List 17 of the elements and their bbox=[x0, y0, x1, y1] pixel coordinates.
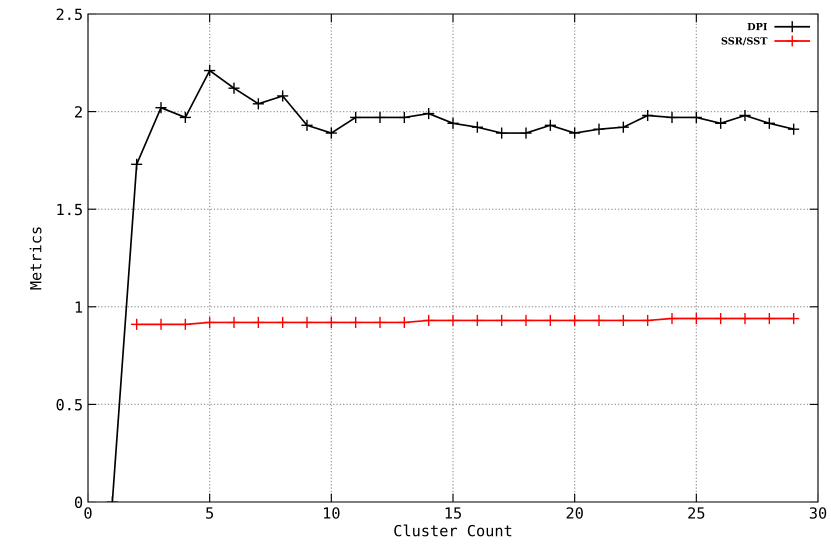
x-axis-title: Cluster Count bbox=[394, 524, 512, 536]
legend-label: SSR/SST bbox=[722, 37, 768, 46]
y-tick-label: 0.5 bbox=[56, 398, 82, 410]
y-tick-label: 1 bbox=[76, 302, 82, 313]
y-tick-label: 2.5 bbox=[56, 8, 82, 20]
y-tick-label: 1.5 bbox=[57, 204, 82, 216]
y-axis-title: Metrics bbox=[30, 227, 42, 290]
x-tick-label: 20 bbox=[566, 507, 583, 519]
y-tick-label: 0 bbox=[74, 496, 82, 508]
x-tick-label: 10 bbox=[324, 507, 340, 519]
x-tick-label: 0 bbox=[84, 507, 92, 519]
x-tick-label: 15 bbox=[446, 507, 461, 519]
y-tick-label: 2 bbox=[75, 106, 82, 118]
legend-label: DPI bbox=[748, 23, 767, 30]
x-tick-label: 5 bbox=[206, 507, 214, 519]
x-tick-label: 30 bbox=[810, 507, 826, 519]
x-tick-label: 25 bbox=[688, 507, 704, 519]
